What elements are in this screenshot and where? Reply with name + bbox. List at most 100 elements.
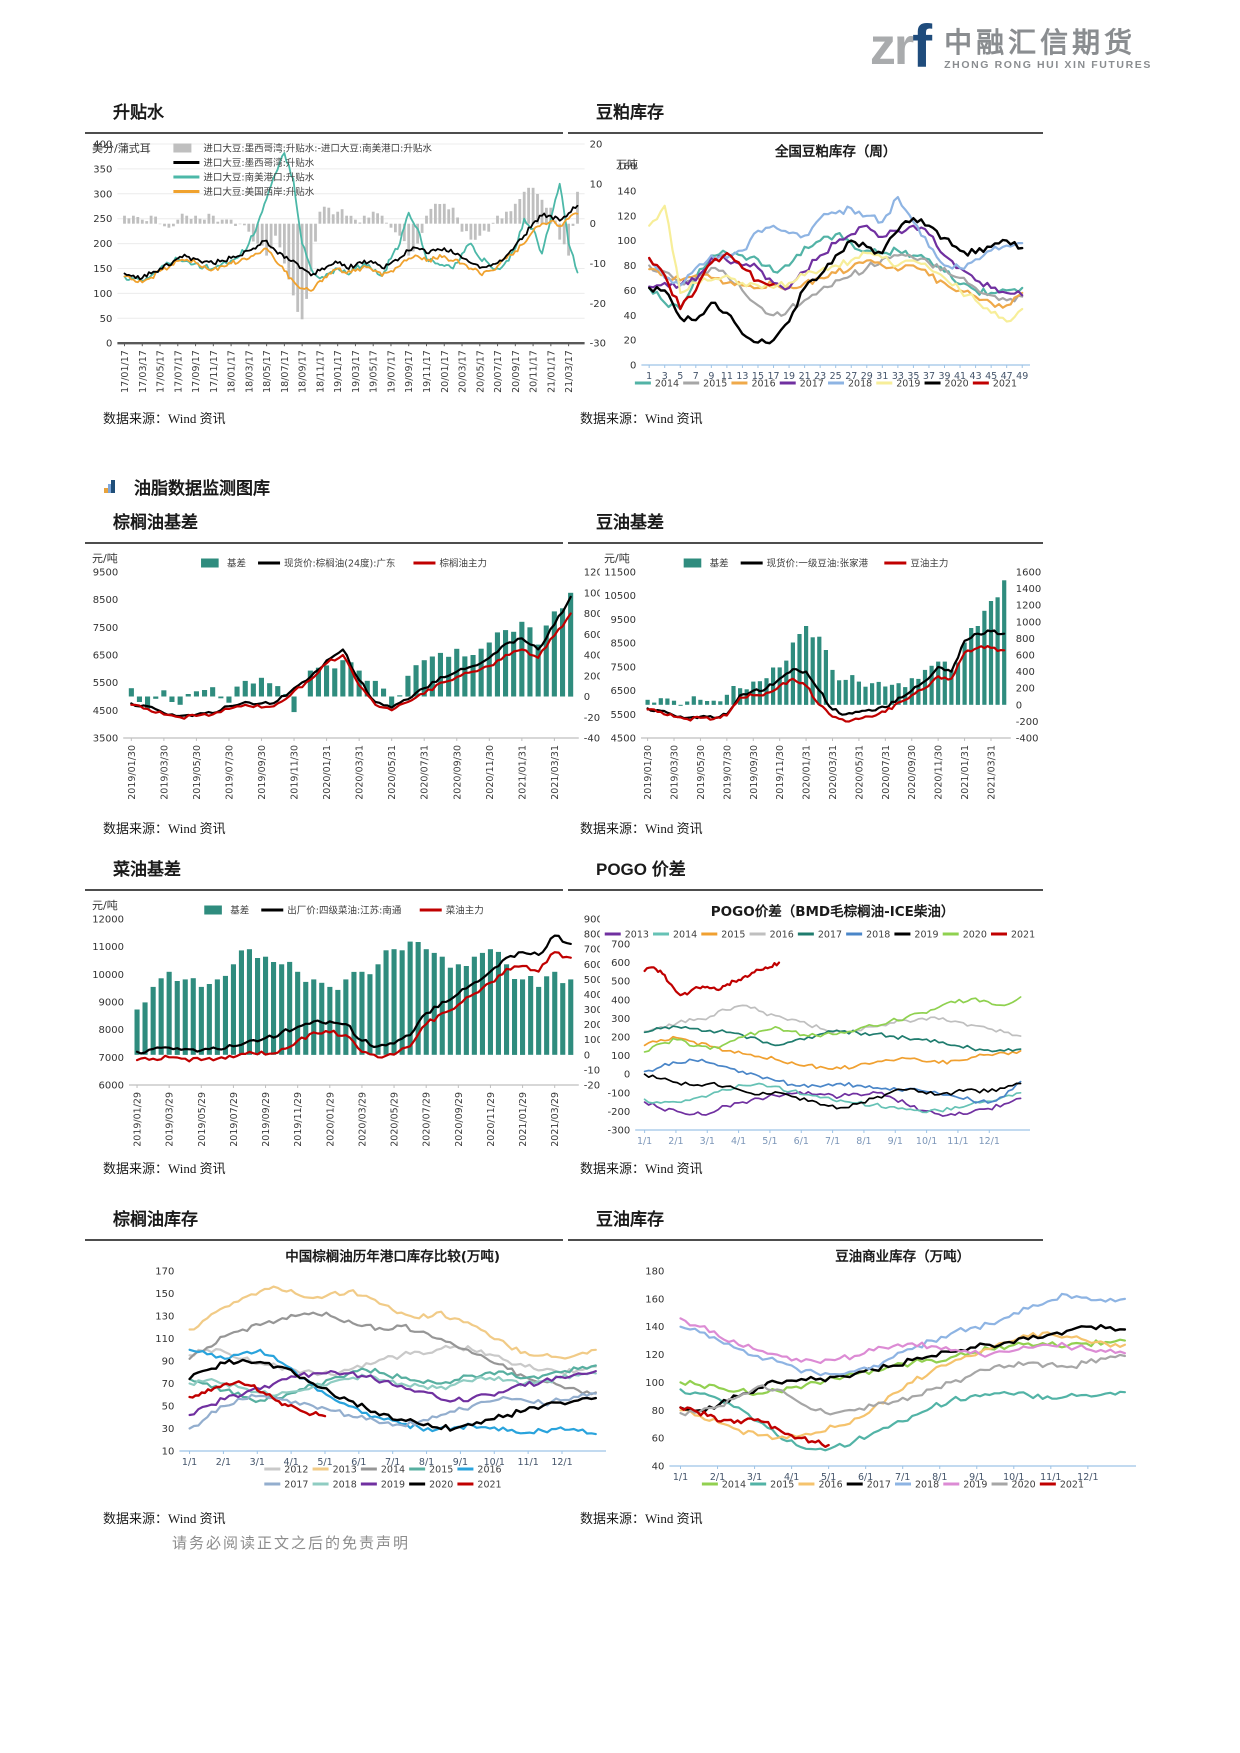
svg-text:2020/05/31: 2020/05/31	[854, 745, 865, 800]
svg-text:20/07/17: 20/07/17	[493, 350, 504, 393]
svg-text:6500: 6500	[611, 686, 636, 697]
svg-text:2021/03/31: 2021/03/31	[986, 745, 997, 800]
svg-text:110: 110	[155, 1334, 174, 1345]
section-title-soyoil-inventory: 豆油库存	[568, 1205, 1043, 1241]
svg-text:20: 20	[590, 140, 603, 151]
svg-text:2014: 2014	[655, 379, 679, 390]
svg-text:1000: 1000	[584, 588, 609, 599]
svg-text:20/01/17: 20/01/17	[440, 350, 451, 393]
svg-text:11/1: 11/1	[947, 1136, 968, 1147]
svg-text:17: 17	[767, 371, 779, 382]
svg-text:23: 23	[814, 371, 826, 382]
svg-text:200: 200	[93, 239, 112, 250]
svg-text:2020/05/31: 2020/05/31	[387, 745, 398, 800]
svg-text:200: 200	[611, 1033, 630, 1044]
svg-text:棕榈油主力: 棕榈油主力	[439, 558, 487, 570]
svg-text:4/1: 4/1	[784, 1472, 799, 1483]
svg-text:80: 80	[652, 1406, 665, 1417]
svg-text:2020/11/30: 2020/11/30	[485, 745, 496, 800]
oils-library-title: 油脂数据监测图库	[134, 479, 270, 498]
svg-text:2014: 2014	[673, 930, 697, 941]
svg-text:2019/09/29: 2019/09/29	[261, 1092, 272, 1147]
chart-marker-icon	[104, 480, 115, 493]
svg-text:-100: -100	[607, 1088, 630, 1099]
source-pogo: 数据来源：Wind 资讯	[580, 1161, 703, 1176]
svg-text:2017: 2017	[800, 379, 824, 390]
svg-text:12/1: 12/1	[979, 1136, 1000, 1147]
svg-text:8000: 8000	[99, 1025, 124, 1036]
svg-text:8500: 8500	[611, 639, 636, 650]
svg-text:2/1: 2/1	[668, 1136, 683, 1147]
svg-text:2018: 2018	[866, 930, 890, 941]
svg-text:700: 700	[611, 940, 630, 951]
svg-text:7/1: 7/1	[825, 1136, 840, 1147]
svg-text:2019/07/30: 2019/07/30	[224, 745, 235, 800]
svg-text:11: 11	[721, 371, 733, 382]
svg-text:41: 41	[954, 371, 966, 382]
svg-text:-200: -200	[584, 713, 607, 724]
svg-text:元/吨: 元/吨	[92, 552, 118, 565]
svg-text:2019/03/30: 2019/03/30	[159, 745, 170, 800]
svg-text:2019/03/29: 2019/03/29	[165, 1092, 176, 1147]
svg-text:3500: 3500	[93, 734, 118, 745]
svg-text:30: 30	[162, 1424, 175, 1435]
svg-text:5500: 5500	[611, 710, 636, 721]
svg-text:17/03/17: 17/03/17	[138, 350, 149, 393]
svg-text:2019/09/30: 2019/09/30	[749, 745, 760, 800]
svg-text:进口大豆:南美港口:升贴水: 进口大豆:南美港口:升贴水	[203, 172, 314, 184]
svg-text:美分/蒲式耳: 美分/蒲式耳	[92, 141, 151, 155]
svg-text:1/1: 1/1	[182, 1457, 197, 1468]
svg-text:20: 20	[624, 336, 637, 347]
svg-text:2019/05/30: 2019/05/30	[696, 745, 707, 800]
svg-text:2014: 2014	[722, 1480, 746, 1491]
svg-text:2020/11/30: 2020/11/30	[934, 745, 945, 800]
svg-text:19: 19	[783, 371, 795, 382]
svg-text:18/01/17: 18/01/17	[227, 350, 238, 393]
svg-text:100: 100	[584, 1035, 603, 1046]
svg-text:2015: 2015	[770, 1480, 794, 1491]
svg-text:2017: 2017	[818, 930, 842, 941]
source-premium: 数据来源：Wind 资讯	[103, 411, 226, 426]
svg-text:2012: 2012	[284, 1465, 308, 1476]
svg-text:2018: 2018	[848, 379, 872, 390]
svg-text:500: 500	[611, 977, 630, 988]
svg-text:2021/03/29: 2021/03/29	[550, 1092, 561, 1147]
svg-text:9/1: 9/1	[888, 1136, 903, 1147]
svg-text:60: 60	[624, 286, 637, 297]
svg-text:500: 500	[584, 975, 603, 986]
svg-text:10000: 10000	[92, 970, 124, 981]
svg-text:19/09/17: 19/09/17	[404, 350, 415, 393]
svg-text:1000: 1000	[1016, 617, 1041, 628]
svg-text:进口大豆:墨西哥湾:升贴水: 进口大豆:墨西哥湾:升贴水	[203, 157, 314, 169]
svg-text:100: 100	[611, 1051, 630, 1062]
soy-basis-chart: 11500 10500 9500 8500 7500 6500 5500 4500 1600 14…	[600, 548, 1044, 806]
svg-text:5/1: 5/1	[821, 1472, 836, 1483]
svg-text:7/1: 7/1	[895, 1472, 910, 1483]
svg-text:0: 0	[584, 692, 590, 703]
svg-text:2021: 2021	[477, 1480, 501, 1491]
svg-text:2014: 2014	[381, 1465, 405, 1476]
svg-text:现货价:一级豆油:张家港: 现货价:一级豆油:张家港	[767, 558, 869, 570]
svg-text:元/吨: 元/吨	[604, 552, 630, 565]
svg-text:300: 300	[584, 1005, 603, 1016]
svg-text:2019/01/30: 2019/01/30	[643, 745, 654, 800]
svg-text:170: 170	[155, 1267, 174, 1278]
svg-text:2019/03/30: 2019/03/30	[670, 745, 681, 800]
svg-text:10: 10	[590, 179, 603, 190]
svg-text:18/05/17: 18/05/17	[262, 350, 273, 393]
svg-text:中国棕榈油历年港口库存比较(万吨): 中国棕榈油历年港口库存比较(万吨)	[285, 1248, 500, 1265]
svg-text:2015: 2015	[429, 1465, 453, 1476]
svg-text:17/09/17: 17/09/17	[191, 350, 202, 393]
svg-text:17/07/17: 17/07/17	[173, 350, 184, 393]
svg-text:3/1: 3/1	[747, 1472, 762, 1483]
svg-text:出厂价:四级菜油:江苏:南通: 出厂价:四级菜油:江苏:南通	[287, 905, 402, 917]
svg-text:18/09/17: 18/09/17	[298, 350, 309, 393]
svg-text:2016: 2016	[770, 930, 794, 941]
svg-text:-200: -200	[584, 1081, 607, 1092]
svg-text:20/05/17: 20/05/17	[475, 350, 486, 393]
svg-text:-100: -100	[584, 1065, 607, 1076]
svg-text:800: 800	[584, 930, 603, 941]
svg-text:200: 200	[584, 1020, 603, 1031]
svg-text:2020: 2020	[1012, 1480, 1036, 1491]
svg-text:2019: 2019	[914, 930, 938, 941]
